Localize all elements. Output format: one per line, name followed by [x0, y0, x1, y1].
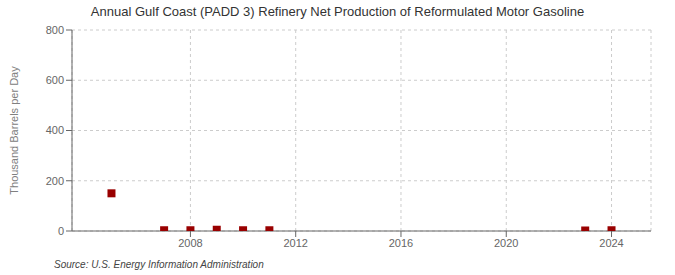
svg-text:200: 200 [46, 175, 64, 187]
svg-text:0: 0 [58, 225, 64, 237]
svg-text:Thousand Barrels per Day: Thousand Barrels per Day [8, 66, 20, 195]
svg-text:2012: 2012 [283, 237, 307, 249]
svg-text:2020: 2020 [494, 237, 518, 249]
svg-text:600: 600 [46, 74, 64, 86]
svg-text:800: 800 [46, 24, 64, 36]
svg-text:2016: 2016 [389, 237, 413, 249]
svg-text:400: 400 [46, 124, 64, 136]
svg-text:2008: 2008 [178, 237, 202, 249]
html-text:Annual Gulf Coast (PADD 3) Ref: Annual Gulf Coast (PADD 3) Refinery Net … [90, 4, 585, 19]
html-text:Source: U.S. Energy Informatio: Source: U.S. Energy Information Administ… [54, 259, 264, 270]
svg-text:2024: 2024 [599, 237, 623, 249]
